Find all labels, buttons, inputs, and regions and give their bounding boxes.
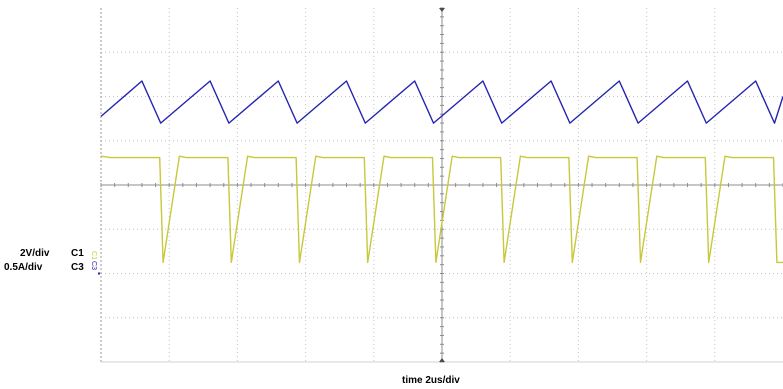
c3-ground-marker: C3 [89, 261, 97, 270]
trace-c1 [100, 155, 783, 264]
trigger-marker-bottom [439, 358, 445, 362]
traces [98, 80, 783, 275]
trigger-marker-top [439, 8, 445, 12]
c1-scale-label: 2V/div [20, 248, 50, 259]
x-axis-label: time 2us/div [402, 375, 460, 386]
c3-channel-label: C3 [71, 262, 84, 273]
c1-ground-marker: C1 [89, 251, 97, 260]
c1-channel-label: C1 [71, 248, 84, 259]
c3-scale-label: 0.5A/div [4, 262, 43, 273]
center-axes [100, 7, 783, 363]
trace-c3 [100, 80, 783, 124]
